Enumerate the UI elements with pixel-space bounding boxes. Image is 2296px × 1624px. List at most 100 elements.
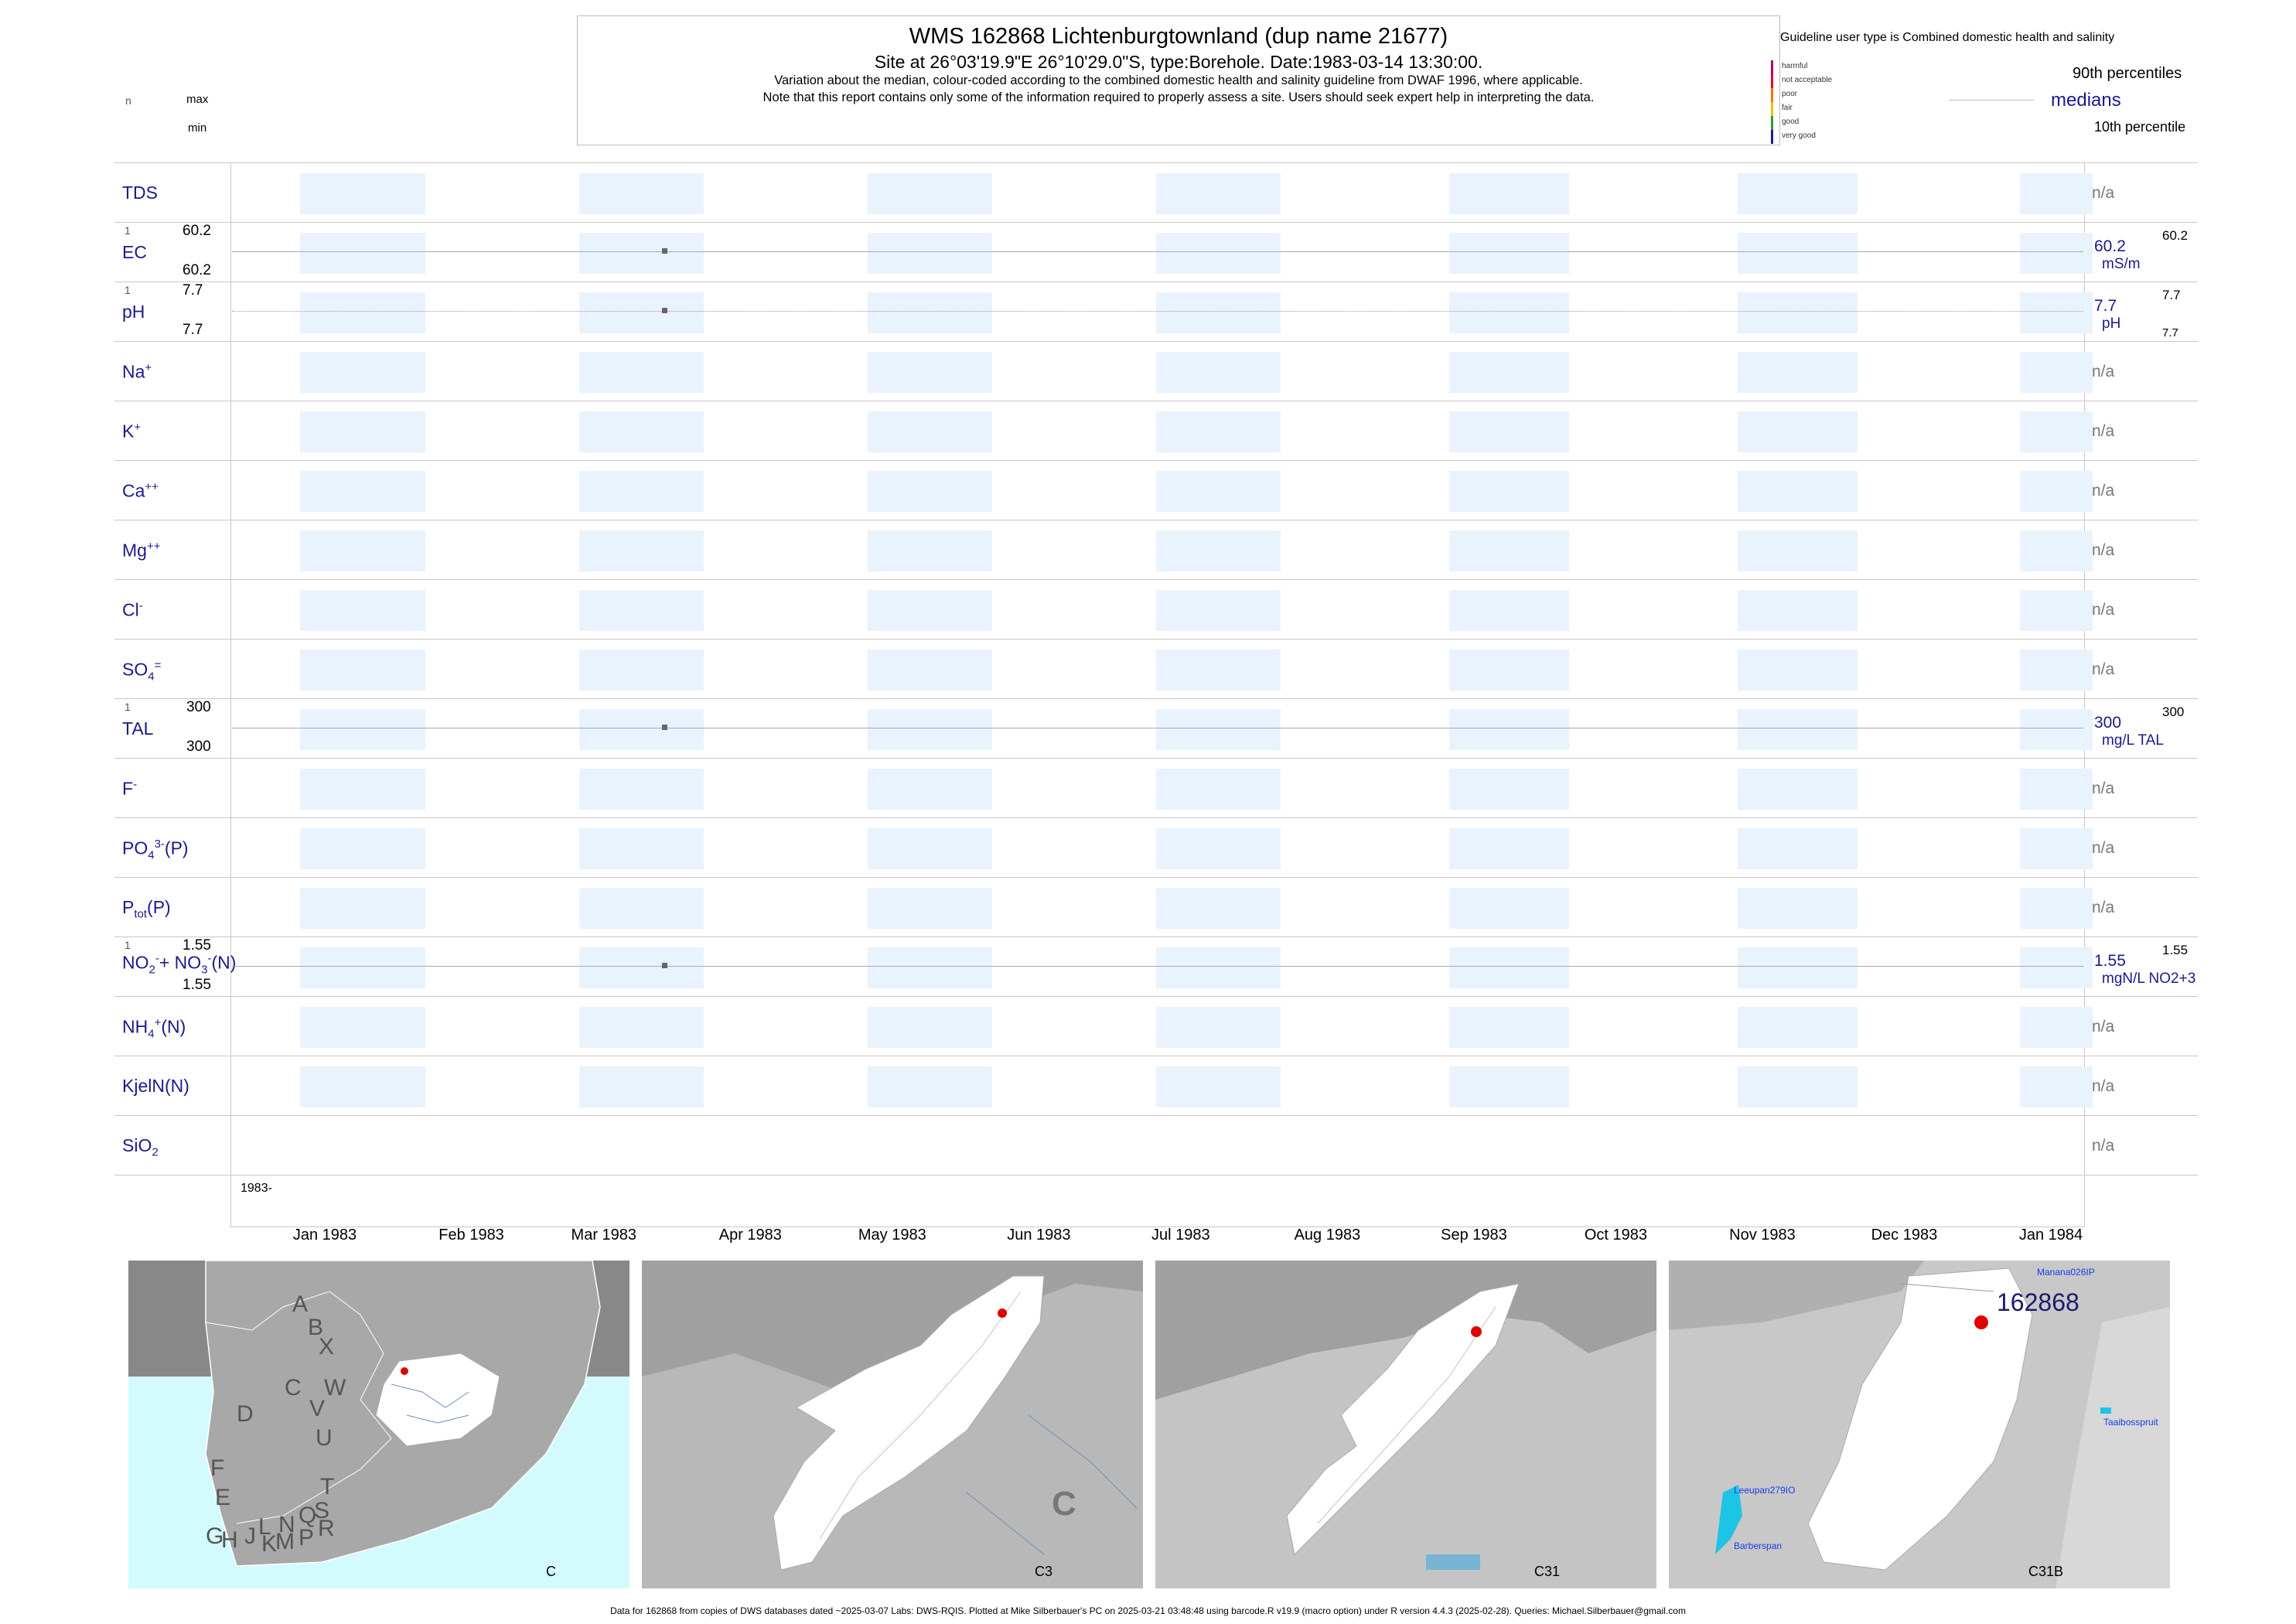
month-band [2020,650,2093,691]
month-band [578,947,704,988]
month-band [1737,947,1858,988]
month-band [578,1007,704,1048]
na-value: n/a [2092,184,2115,202]
month-band [300,888,425,929]
catchment-letter: K [261,1531,278,1557]
catchment-letter: N [278,1512,295,1537]
catchment-letter: X [319,1334,335,1360]
na-value: n/a [2092,839,2115,857]
catchment-letter: F [210,1455,225,1481]
month-label: Apr 1983 [718,1227,782,1244]
place-label: Taaibosspruit [2103,1417,2158,1428]
max-value: 300 [186,699,211,715]
month-band [2020,531,2093,571]
month-band [300,769,425,810]
month-label: Aug 1983 [1294,1227,1361,1244]
max-value: 7.7 [183,282,203,299]
na-value: n/a [2092,1077,2115,1095]
month-band [578,650,704,691]
na-value: n/a [2092,541,2115,559]
month-band [578,888,704,929]
legend-p10: 10th percentile [2094,119,2186,135]
median-line [232,311,2083,312]
catchment-letter: S [314,1498,330,1523]
p90-value: 1.55 [2162,943,2189,957]
na-value: n/a [2092,780,2115,797]
month-band [300,1007,425,1048]
param-label-ec: EC [122,242,147,262]
month-band [867,173,993,214]
month-label: Mar 1983 [571,1227,637,1244]
month-band [1737,471,1858,512]
month-band [1155,352,1281,393]
catchment-letter: R [318,1516,335,1541]
month-band [1737,411,1858,452]
param-label-so4: SO4= [122,659,162,684]
median-line [232,251,2083,252]
month-band [1155,769,1281,810]
month-band [867,650,993,691]
month-band [300,173,425,214]
legend-classes: harmful not acceptable poor fair good very go… [1771,60,1895,145]
month-band [300,1066,425,1107]
min-value: 1.55 [183,977,211,993]
month-band [300,947,425,988]
month-band [867,828,993,869]
month-band [1448,590,1570,631]
month-band [1737,352,1858,393]
month-band [2020,888,2093,929]
month-band [1155,947,1281,988]
na-value: n/a [2092,601,2115,619]
month-band [1737,709,1858,750]
month-band [1155,233,1281,274]
month-band [867,590,993,631]
month-band [1448,411,1570,452]
max-value: 1.55 [183,937,211,954]
month-band [1155,590,1281,631]
param-label-ca: Ca++ [122,480,159,501]
min-value: 60.2 [183,262,211,278]
month-label: Jul 1983 [1151,1227,1210,1244]
month-band [578,352,704,393]
month-band [867,1007,993,1048]
month-band [578,1066,704,1107]
param-label-po4: PO43-(P) [122,838,189,862]
month-band [578,590,704,631]
month-band [867,471,993,512]
catchment-letter: G [206,1523,224,1549]
month-band [1737,173,1858,214]
month-band [1737,769,1858,810]
month-band [578,531,704,571]
month-band [578,292,704,333]
month-band [867,888,993,929]
map-region-label: C [1052,1485,1076,1523]
month-label: Dec 1983 [1871,1227,1938,1244]
key-min: min [188,121,207,135]
catchment-letter: V [309,1396,326,1421]
data-point [662,248,668,254]
count-n: 1 [125,939,131,951]
data-point [662,963,668,968]
month-band [578,173,704,214]
legend-color-swatch [1771,88,1773,102]
month-band [300,590,425,631]
median-value: 1.55 [2094,952,2126,970]
month-band [2020,828,2093,869]
map-caption: C [546,1564,556,1579]
row-divider [114,996,2198,997]
row-divider [114,222,2198,223]
na-value: n/a [2092,1018,2115,1035]
data-point [662,308,668,313]
param-label-ph: pH [122,302,145,322]
row-divider [114,758,2198,759]
month-band [1448,828,1570,869]
month-band [300,292,425,333]
param-label-cl: Cl- [122,599,143,620]
legend-color-swatch [1771,116,1773,130]
month-band [2020,1066,2093,1107]
month-band [1155,1066,1281,1107]
month-band [2020,1007,2093,1048]
month-label: Jan 1984 [2018,1227,2083,1244]
legend-p90: 90th percentiles [2073,65,2182,82]
